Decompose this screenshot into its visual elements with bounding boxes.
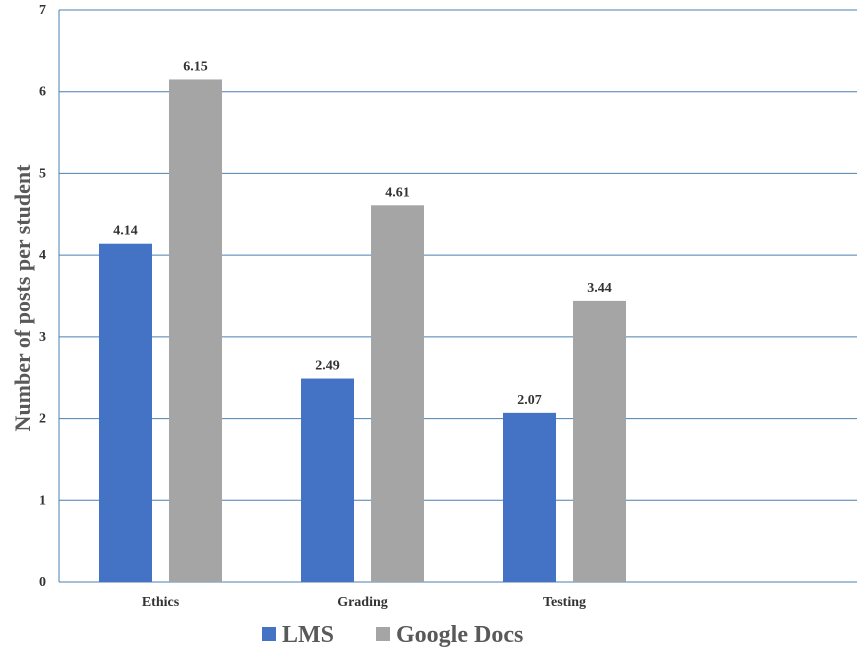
category-labels: Ethics Grading Testing xyxy=(142,595,586,610)
data-label: 2.49 xyxy=(315,359,340,374)
x-tick-label: Ethics xyxy=(142,595,180,610)
data-label: 4.61 xyxy=(385,185,410,200)
bars xyxy=(99,79,626,582)
bar-google-docs-testing xyxy=(573,300,626,582)
bar-google-docs-ethics xyxy=(169,79,222,582)
bar-google-docs-grading xyxy=(371,205,424,582)
data-label: 4.14 xyxy=(113,224,138,239)
bar-lms-ethics xyxy=(99,243,152,582)
legend-label: LMS xyxy=(282,622,334,648)
y-tick-labels: 0 1 2 3 4 5 6 7 xyxy=(39,3,46,590)
x-tick-label: Testing xyxy=(543,595,586,610)
y-tick-label: 6 xyxy=(39,85,46,100)
x-tick-label: Grading xyxy=(337,595,388,610)
y-tick-label: 3 xyxy=(39,330,46,345)
legend-label: Google Docs xyxy=(396,622,523,648)
legend-swatch xyxy=(262,627,276,641)
data-labels: 4.14 6.15 2.49 4.61 2.07 3.44 xyxy=(113,59,612,407)
legend-swatch xyxy=(376,627,390,641)
y-tick-label: 2 xyxy=(39,412,46,427)
y-tick-label: 1 xyxy=(39,493,46,508)
bar-lms-testing xyxy=(503,412,556,582)
legend: LMS Google Docs xyxy=(262,622,523,648)
y-tick-label: 5 xyxy=(39,166,46,181)
bar-lms-grading xyxy=(301,378,354,582)
data-label: 3.44 xyxy=(587,281,612,296)
y-tick-label: 4 xyxy=(39,248,46,263)
data-label: 2.07 xyxy=(517,393,542,408)
y-tick-label: 7 xyxy=(39,3,46,18)
y-axis-title: Number of posts per student xyxy=(10,164,35,432)
data-label: 6.15 xyxy=(183,59,208,74)
y-tick-label: 0 xyxy=(39,575,46,590)
